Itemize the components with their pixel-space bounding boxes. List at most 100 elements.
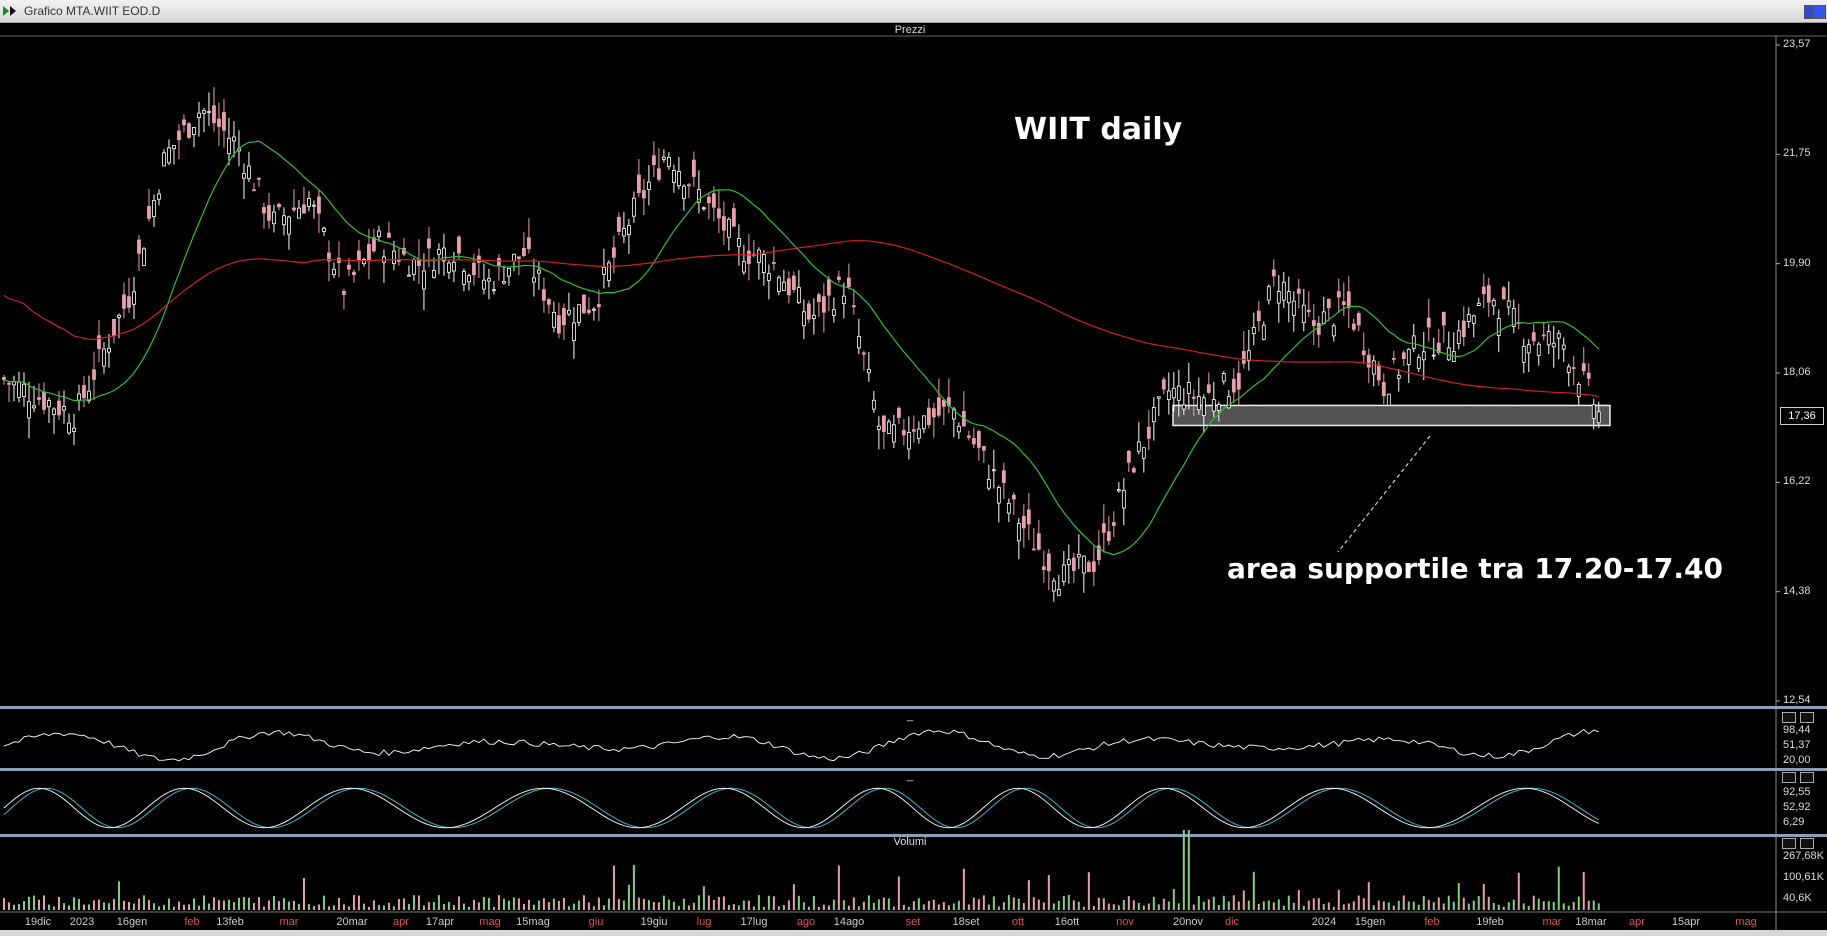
candle-body <box>1446 347 1451 361</box>
candle-body <box>866 368 871 374</box>
osc2-close-button[interactable] <box>1800 772 1814 783</box>
candle-body <box>62 406 66 411</box>
volume-minimize-button[interactable] <box>1782 838 1796 849</box>
candle-body <box>1181 404 1186 410</box>
volume-bar <box>657 902 660 910</box>
candle-body <box>986 479 991 489</box>
volume-bar <box>1132 900 1135 910</box>
candle-body <box>137 239 141 254</box>
window-close-button[interactable] <box>1812 5 1826 19</box>
candle-body <box>1376 364 1381 381</box>
volume-bar <box>757 895 760 910</box>
candle-body <box>177 130 181 141</box>
sep-osc2-volume <box>0 834 1827 837</box>
volume-bar <box>352 895 355 910</box>
ma-fast-line <box>3 140 1600 556</box>
volume-bar <box>777 906 780 910</box>
volume-bar <box>167 898 170 910</box>
candle-body <box>716 208 721 219</box>
volume-bar <box>652 901 655 910</box>
candle-body <box>1021 515 1026 529</box>
volume-bar <box>257 897 260 910</box>
osc2-minimize-button[interactable] <box>1782 772 1796 783</box>
volume-bar <box>707 895 710 910</box>
volume-bar <box>312 905 315 910</box>
volume-bar <box>937 904 940 910</box>
volume-bar <box>1292 902 1295 910</box>
candle-body <box>437 249 441 255</box>
candle-body <box>207 111 211 113</box>
candle-body <box>701 207 706 210</box>
candle-body <box>1391 358 1396 360</box>
candle-body <box>472 262 476 276</box>
candle-body <box>1586 372 1591 379</box>
candle-body <box>312 204 316 207</box>
volume-bar <box>277 901 280 910</box>
candle-body <box>592 308 596 311</box>
candle-body <box>956 426 961 433</box>
time-tick-label: 17lug <box>740 916 768 928</box>
volume-bar <box>1142 905 1145 910</box>
candle-body <box>1306 309 1311 313</box>
candle-body <box>816 294 821 303</box>
candle-body <box>1551 342 1556 348</box>
candle-body <box>1161 379 1166 390</box>
candle-body <box>1116 489 1121 492</box>
volume-bar <box>3 897 5 910</box>
candle-body <box>1561 344 1566 350</box>
volume-close-button[interactable] <box>1800 838 1814 849</box>
candle-body <box>272 211 276 225</box>
candle-body <box>1246 350 1251 362</box>
volume-bar <box>1342 904 1345 910</box>
volume-bar <box>87 904 90 910</box>
osc1-close-button[interactable] <box>1800 712 1814 723</box>
candle-body <box>567 309 571 315</box>
candle-body <box>187 123 191 138</box>
volume-bar <box>407 903 410 910</box>
volume-bar <box>152 903 155 910</box>
volume-bar <box>1237 901 1240 910</box>
candle-body <box>42 391 46 410</box>
volume-bar <box>712 899 715 910</box>
candle-body <box>941 399 946 407</box>
candle-body <box>397 259 401 262</box>
volume-bar <box>857 906 860 910</box>
volume-bar <box>612 865 615 910</box>
candle-body <box>1541 334 1546 337</box>
candle-body <box>487 278 491 282</box>
candle-body <box>157 193 161 200</box>
volume-bar <box>627 884 630 910</box>
candle-body <box>532 277 536 283</box>
candle-body <box>447 262 451 273</box>
candle-body <box>267 205 271 221</box>
volume-bar <box>897 876 900 910</box>
volume-bar <box>1442 903 1445 910</box>
volume-bar <box>1212 896 1215 910</box>
candle-body <box>47 400 51 408</box>
volume-bar <box>247 897 250 910</box>
candle-body <box>97 335 101 350</box>
volume-bar <box>577 900 580 910</box>
candle-body <box>1346 291 1351 308</box>
candle-body <box>637 174 641 193</box>
osc1-minimize-button[interactable] <box>1782 712 1796 723</box>
candle-body <box>741 261 746 273</box>
volume-bar <box>1437 897 1440 910</box>
volume-bar <box>1247 900 1250 910</box>
volume-bar <box>392 906 395 910</box>
volume-bar <box>1067 895 1070 910</box>
candle-body <box>1106 531 1111 541</box>
window-titlebar: Grafico MTA.WIIT EOD.D <box>0 0 1827 23</box>
volume-bar <box>477 902 480 910</box>
candle-body <box>1411 335 1416 349</box>
volume-bar <box>57 897 60 910</box>
candle-body <box>1121 489 1126 509</box>
volume-bar <box>1232 895 1235 910</box>
volume-bar <box>802 902 805 910</box>
candle-body <box>1396 374 1401 379</box>
volume-bar <box>1177 903 1180 910</box>
time-tick-label: apr <box>1629 916 1645 928</box>
volume-bar <box>212 897 215 910</box>
volume-bar <box>1182 830 1185 910</box>
